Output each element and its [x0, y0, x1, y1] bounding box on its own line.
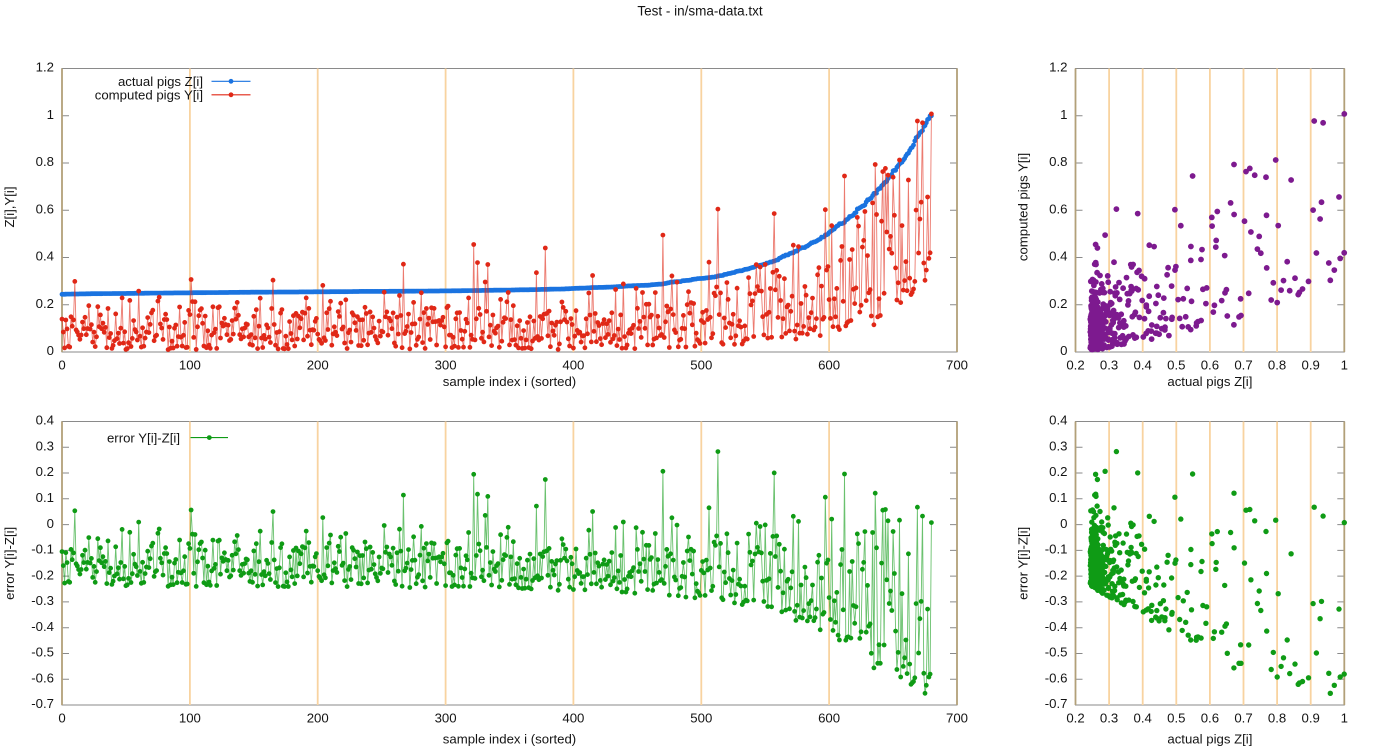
svg-text:0: 0: [1060, 343, 1067, 358]
svg-text:-0.5: -0.5: [1045, 645, 1068, 660]
svg-text:0.7: 0.7: [1234, 357, 1252, 372]
svg-text:0.6: 0.6: [1201, 710, 1219, 725]
svg-text:1: 1: [1341, 710, 1348, 725]
svg-text:1.2: 1.2: [1049, 60, 1067, 75]
svg-text:100: 100: [179, 710, 201, 725]
svg-text:300: 300: [435, 710, 457, 725]
svg-text:1: 1: [1341, 357, 1348, 372]
svg-text:-0.1: -0.1: [1045, 542, 1068, 557]
svg-text:0.6: 0.6: [1049, 201, 1067, 216]
svg-text:computed pigs Y[i]: computed pigs Y[i]: [95, 88, 203, 103]
svg-text:0.5: 0.5: [1167, 357, 1185, 372]
svg-text:error Y[i]-Z[i]: error Y[i]-Z[i]: [2, 527, 17, 600]
svg-text:-0.4: -0.4: [1045, 619, 1068, 634]
svg-text:300: 300: [435, 357, 457, 372]
svg-text:0.3: 0.3: [1049, 439, 1067, 454]
svg-text:400: 400: [562, 710, 584, 725]
svg-text:0: 0: [1060, 516, 1067, 531]
svg-text:-0.1: -0.1: [31, 542, 54, 557]
svg-text:0.8: 0.8: [1268, 357, 1286, 372]
svg-text:0.3: 0.3: [1100, 710, 1118, 725]
svg-text:0.4: 0.4: [1134, 357, 1152, 372]
svg-text:700: 700: [946, 357, 968, 372]
svg-text:200: 200: [307, 710, 329, 725]
svg-text:1.2: 1.2: [36, 60, 54, 75]
svg-text:error Y[i]-Z[i]: error Y[i]-Z[i]: [107, 431, 180, 446]
svg-text:0.1: 0.1: [1049, 490, 1067, 505]
svg-text:400: 400: [562, 357, 584, 372]
svg-text:-0.2: -0.2: [1045, 567, 1068, 582]
svg-text:-0.4: -0.4: [31, 619, 54, 634]
svg-text:0.4: 0.4: [36, 413, 54, 428]
svg-text:0.9: 0.9: [1302, 357, 1320, 372]
svg-text:error Y[i]-Z[i]: error Y[i]-Z[i]: [1016, 527, 1031, 600]
svg-text:0.6: 0.6: [36, 201, 54, 216]
svg-text:0.4: 0.4: [1049, 413, 1067, 428]
svg-text:0.4: 0.4: [36, 249, 54, 264]
svg-text:actual pigs Z[i]: actual pigs Z[i]: [118, 74, 203, 89]
svg-text:0.7: 0.7: [1234, 710, 1252, 725]
svg-text:Test - in/sma-data.txt: Test - in/sma-data.txt: [637, 4, 763, 19]
svg-text:100: 100: [179, 357, 201, 372]
svg-text:sample index i (sorted): sample index i (sorted): [443, 374, 576, 389]
svg-text:600: 600: [818, 710, 840, 725]
svg-text:-0.6: -0.6: [1045, 670, 1068, 685]
svg-text:0.2: 0.2: [1049, 296, 1067, 311]
svg-text:0.2: 0.2: [36, 296, 54, 311]
svg-text:700: 700: [946, 710, 968, 725]
svg-text:0: 0: [58, 710, 65, 725]
svg-text:-0.7: -0.7: [31, 696, 54, 711]
svg-text:computed pigs Y[i]: computed pigs Y[i]: [1016, 153, 1031, 261]
svg-text:0.4: 0.4: [1049, 249, 1067, 264]
svg-text:0.5: 0.5: [1167, 710, 1185, 725]
svg-text:-0.3: -0.3: [1045, 593, 1068, 608]
svg-text:0.8: 0.8: [36, 154, 54, 169]
svg-text:0.2: 0.2: [36, 464, 54, 479]
svg-text:0.2: 0.2: [1066, 357, 1084, 372]
svg-text:0: 0: [58, 357, 65, 372]
svg-text:1: 1: [1060, 107, 1067, 122]
svg-text:0.8: 0.8: [1268, 710, 1286, 725]
svg-text:actual pigs Z[i]: actual pigs Z[i]: [1167, 374, 1252, 389]
svg-text:0.9: 0.9: [1302, 710, 1320, 725]
svg-text:1: 1: [47, 107, 54, 122]
svg-text:200: 200: [307, 357, 329, 372]
svg-text:0.3: 0.3: [1100, 357, 1118, 372]
svg-text:500: 500: [690, 710, 712, 725]
svg-text:actual pigs Z[i]: actual pigs Z[i]: [1167, 732, 1252, 747]
svg-text:-0.2: -0.2: [31, 567, 54, 582]
svg-text:0.8: 0.8: [1049, 154, 1067, 169]
svg-text:sample index i (sorted): sample index i (sorted): [443, 732, 576, 747]
svg-text:0.2: 0.2: [1066, 710, 1084, 725]
svg-text:-0.5: -0.5: [31, 645, 54, 660]
svg-text:-0.7: -0.7: [1045, 696, 1068, 711]
svg-text:-0.3: -0.3: [31, 593, 54, 608]
svg-text:0.4: 0.4: [1134, 710, 1152, 725]
svg-text:500: 500: [690, 357, 712, 372]
svg-text:0: 0: [47, 343, 54, 358]
svg-text:-0.6: -0.6: [31, 670, 54, 685]
svg-text:0.1: 0.1: [36, 490, 54, 505]
svg-text:0.3: 0.3: [36, 439, 54, 454]
svg-text:0: 0: [47, 516, 54, 531]
svg-text:Z[i],Y[i]: Z[i],Y[i]: [2, 186, 17, 227]
svg-text:0.6: 0.6: [1201, 357, 1219, 372]
svg-text:0.2: 0.2: [1049, 464, 1067, 479]
svg-text:600: 600: [818, 357, 840, 372]
